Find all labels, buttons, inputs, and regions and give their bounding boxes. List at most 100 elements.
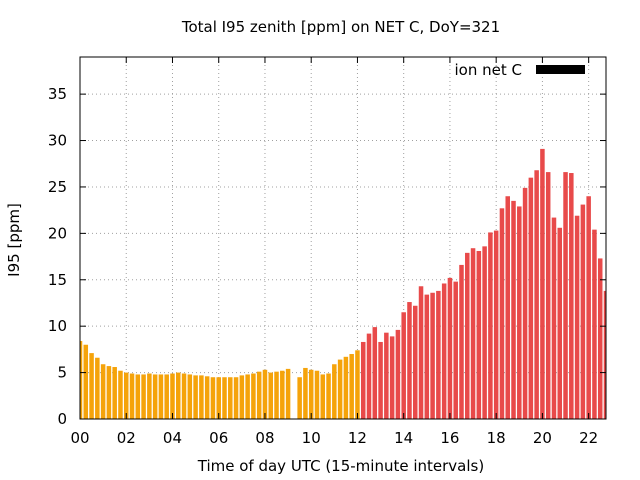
bar [597,258,603,419]
bar [141,374,146,419]
bar [574,215,580,419]
bar [540,148,545,419]
bar [586,196,591,419]
bar [118,370,123,419]
bar [528,177,534,419]
bar [517,206,522,419]
bar [418,286,424,419]
bar [580,204,586,419]
bar [303,367,308,419]
y-tick-label: 0 [57,410,67,428]
bar [332,364,337,419]
x-tick-label: 22 [579,429,598,447]
bar [465,252,470,419]
y-tick-label: 15 [48,271,67,289]
bar [147,373,152,419]
bar [204,376,210,419]
bar [187,374,193,419]
axes: 0 5 10 15 20 25 30 35 00 02 04 06 08 10 12 14 16 18 20 22 [48,56,607,447]
bar [193,375,198,419]
bar [603,290,606,419]
x-tick-label: 18 [487,429,506,447]
bar [268,372,274,419]
bar [441,283,447,419]
y-tick-label: 35 [48,85,67,103]
bar [355,350,360,419]
bar [199,375,204,419]
bar [412,305,418,419]
bar [384,332,389,419]
x-axis-title: Time of day UTC (15-minute intervals) [197,457,484,475]
bar [493,230,499,419]
bar [592,229,597,419]
x-tick-label: 20 [533,429,552,447]
bar [106,366,112,419]
bar [366,333,372,419]
legend: ion net C [455,61,585,79]
bar [245,374,250,419]
bar [285,368,291,419]
bar [170,373,175,419]
bar [511,200,516,419]
bar [522,187,528,419]
plot-frame [79,56,607,420]
grid [80,57,606,419]
bar [482,246,487,419]
x-tick-label: 02 [117,429,136,447]
x-tick-label: 14 [394,429,413,447]
bar [320,374,326,419]
x-tick-label: 00 [70,429,89,447]
bar [100,364,106,419]
x-tick-label: 12 [348,429,367,447]
bar [95,357,100,419]
bar [499,208,505,419]
bar [505,196,510,419]
bar [545,172,551,419]
bar [181,373,187,419]
bar [135,374,141,419]
bar [378,341,383,419]
bar [210,377,216,419]
x-tick-label: 16 [440,429,459,447]
x-tick-label: 06 [209,429,228,447]
bar [262,369,268,419]
bar [129,373,135,419]
y-tick-label: 30 [48,132,67,150]
bar [337,359,343,419]
bar [436,290,441,419]
bar [251,373,256,419]
bar [447,277,453,419]
chart-title: Total I95 zenith [ppm] on NET C, DoY=321 [181,18,500,36]
bar [164,374,169,419]
bar [256,371,262,419]
bar [372,327,378,419]
bar [349,354,354,419]
bar [228,377,233,419]
bar [80,341,83,419]
bar [557,227,563,419]
bar [158,374,164,419]
bar [280,370,285,419]
legend-swatch [536,65,585,74]
y-tick-label: 5 [57,364,67,382]
bar [83,344,89,419]
bar [453,281,458,419]
y-tick-label: 20 [48,224,67,242]
bar [216,377,221,419]
bar [112,367,117,419]
bar [308,369,314,419]
bar [401,312,406,419]
bar [297,377,302,419]
x-tick-label: 10 [302,429,321,447]
bar [551,217,557,419]
y-tick-label: 25 [48,178,67,196]
bar [222,377,227,419]
bar [407,302,412,419]
y-tick-label: 10 [48,317,67,335]
bar [152,374,158,419]
x-tick-label: 08 [255,429,274,447]
bar [233,377,239,419]
bar [569,173,574,419]
bar [343,356,349,419]
bar [459,264,464,419]
